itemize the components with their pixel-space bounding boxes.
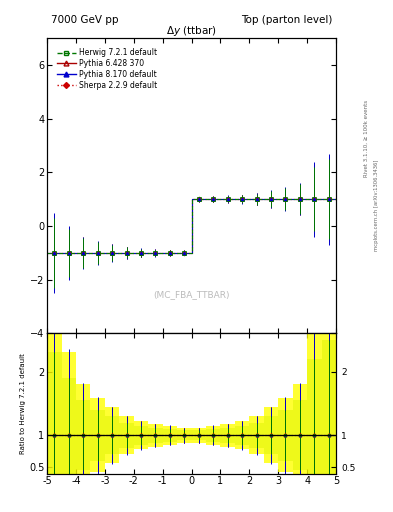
Text: Rivet 3.1.10, ≥ 100k events: Rivet 3.1.10, ≥ 100k events [364,100,369,177]
Text: mcplots.cern.ch [arXiv:1306.3436]: mcplots.cern.ch [arXiv:1306.3436] [374,159,379,250]
Text: Top (parton level): Top (parton level) [241,14,332,25]
Title: $\Delta y$ (ttbar): $\Delta y$ (ttbar) [166,25,217,38]
Legend: Herwig 7.2.1 default, Pythia 6.428 370, Pythia 8.170 default, Sherpa 2.2.9 defau: Herwig 7.2.1 default, Pythia 6.428 370, … [54,45,160,93]
Y-axis label: Ratio to Herwig 7.2.1 default: Ratio to Herwig 7.2.1 default [20,353,26,454]
Text: (MC_FBA_TTBAR): (MC_FBA_TTBAR) [153,290,230,300]
Text: 7000 GeV pp: 7000 GeV pp [51,14,119,25]
